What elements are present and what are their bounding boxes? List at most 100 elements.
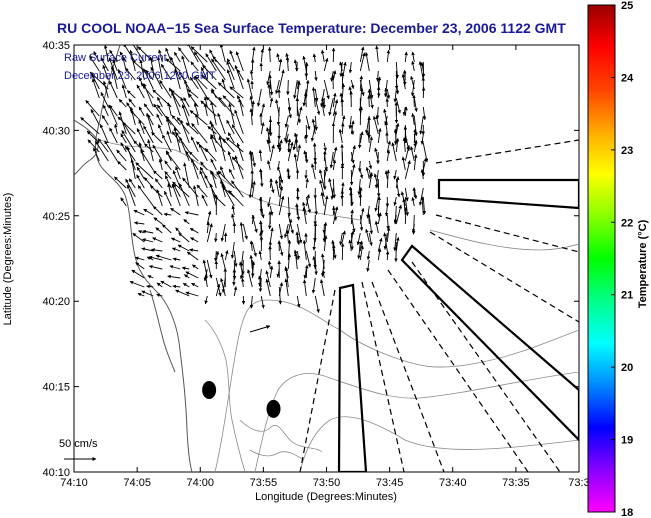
current-vector bbox=[99, 123, 109, 144]
current-vector bbox=[419, 115, 424, 135]
current-vector bbox=[249, 69, 254, 81]
current-vector bbox=[393, 232, 397, 252]
current-vector bbox=[383, 232, 388, 252]
current-vector bbox=[167, 183, 172, 198]
colorbar-tick-label: 22 bbox=[621, 217, 633, 229]
current-vector bbox=[89, 55, 100, 72]
current-vector bbox=[147, 139, 154, 162]
current-vector bbox=[274, 179, 280, 198]
current-vector bbox=[184, 274, 190, 279]
current-vector bbox=[140, 82, 154, 99]
current-vector bbox=[140, 149, 154, 171]
current-vector bbox=[386, 227, 391, 243]
current-vector bbox=[256, 88, 262, 107]
current-vector bbox=[358, 186, 363, 207]
current-vector bbox=[331, 206, 336, 216]
current-vector bbox=[287, 138, 292, 153]
current-vector bbox=[384, 121, 388, 135]
current-vector bbox=[215, 283, 221, 297]
current-vector bbox=[287, 106, 292, 119]
current-vector bbox=[204, 295, 208, 305]
current-vector bbox=[186, 251, 199, 261]
colorbar-tick-label: 19 bbox=[621, 435, 633, 447]
current-vector bbox=[156, 293, 163, 297]
current-vector bbox=[287, 141, 294, 162]
current-vector bbox=[180, 119, 190, 144]
current-vector bbox=[296, 81, 301, 99]
current-vector bbox=[192, 185, 199, 207]
current-vector bbox=[202, 64, 217, 81]
current-vector bbox=[226, 58, 235, 72]
current-vector bbox=[210, 89, 226, 108]
current-vector bbox=[278, 58, 283, 72]
current-vector bbox=[234, 155, 244, 180]
current-vector bbox=[312, 142, 317, 162]
current-vector bbox=[376, 86, 381, 99]
depth-contour-7 bbox=[239, 419, 323, 453]
current-vector bbox=[305, 250, 312, 268]
current-vector bbox=[296, 106, 303, 126]
current-vector bbox=[359, 214, 364, 231]
current-vector bbox=[368, 232, 373, 247]
current-vector bbox=[395, 61, 400, 79]
colorbar-tick-label: 25 bbox=[621, 0, 633, 12]
current-vector bbox=[310, 163, 316, 180]
current-vector bbox=[188, 151, 199, 162]
current-vector bbox=[234, 65, 244, 90]
current-vector bbox=[189, 227, 199, 234]
current-vector bbox=[350, 187, 354, 206]
current-vector bbox=[129, 280, 145, 288]
current-vector bbox=[126, 184, 136, 207]
current-vector bbox=[269, 144, 275, 162]
current-vector bbox=[151, 248, 163, 252]
current-vector bbox=[136, 128, 145, 144]
current-vector bbox=[305, 196, 312, 214]
current-vector bbox=[368, 136, 373, 153]
current-vector bbox=[93, 51, 100, 63]
current-vector bbox=[364, 52, 370, 72]
current-vector bbox=[173, 51, 181, 63]
current-vector bbox=[340, 72, 345, 90]
current-vector bbox=[117, 116, 136, 135]
current-vector bbox=[156, 282, 163, 288]
current-vector bbox=[332, 206, 339, 225]
scale-label: 50 cm/s bbox=[59, 438, 98, 450]
current-vector bbox=[404, 187, 409, 202]
current-vector bbox=[404, 51, 408, 63]
current-vector bbox=[211, 58, 226, 81]
current-vector bbox=[420, 196, 425, 216]
ray-7 bbox=[299, 289, 336, 472]
current-vector bbox=[341, 230, 346, 243]
current-vector bbox=[172, 257, 181, 261]
current-vector bbox=[265, 278, 271, 297]
current-vector bbox=[296, 223, 303, 244]
current-vector bbox=[260, 48, 265, 63]
current-vector bbox=[222, 138, 235, 153]
colorbar-tick-label: 23 bbox=[621, 145, 633, 157]
current-vector bbox=[191, 123, 208, 144]
current-vector bbox=[374, 147, 379, 162]
current-vector bbox=[311, 277, 316, 294]
current-vector bbox=[357, 241, 361, 260]
current-vector bbox=[179, 136, 190, 162]
current-vector bbox=[214, 232, 218, 243]
current-vector bbox=[251, 215, 255, 225]
current-vector bbox=[236, 69, 244, 81]
current-vector bbox=[156, 56, 163, 81]
current-vector bbox=[249, 240, 254, 252]
current-vector bbox=[385, 132, 389, 144]
current-vector bbox=[411, 51, 415, 63]
current-vector bbox=[178, 232, 190, 243]
current-vector bbox=[319, 279, 325, 297]
current-vector bbox=[157, 96, 163, 108]
current-vector bbox=[320, 259, 325, 277]
colorbar-tick-label: 18 bbox=[621, 507, 633, 518]
current-vector bbox=[323, 169, 327, 191]
y-tick-label: 40:25 bbox=[42, 211, 70, 223]
current-vector bbox=[198, 143, 208, 162]
current-vector bbox=[293, 252, 298, 270]
current-vector bbox=[357, 160, 362, 172]
current-vector bbox=[250, 58, 255, 72]
current-vector bbox=[155, 227, 163, 234]
